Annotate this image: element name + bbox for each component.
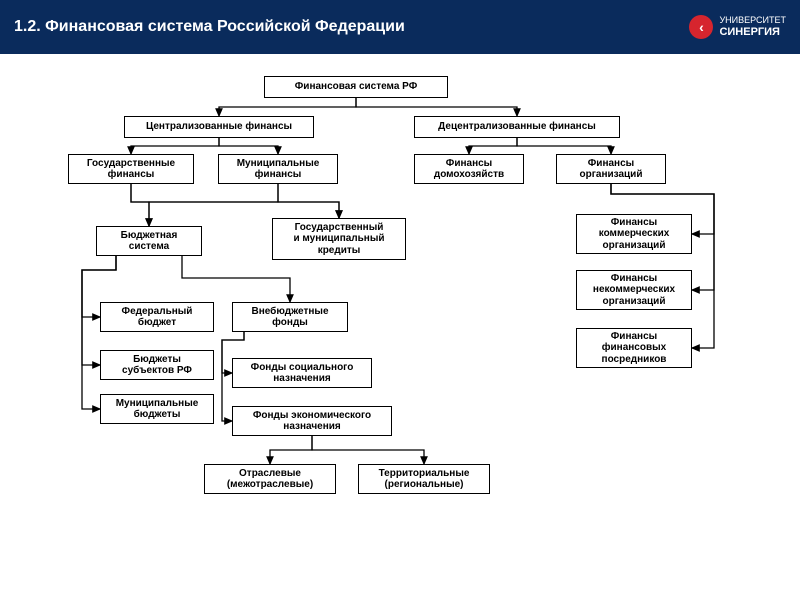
node-munbud: Муниципальныебюджеты (100, 394, 214, 424)
logo-line2: СИНЕРГИЯ (719, 26, 786, 38)
node-budsys: Бюджетнаясистема (96, 226, 202, 256)
node-domhoz: Финансыдомохозяйств (414, 154, 524, 184)
edge-gosfin-budsys (131, 184, 149, 226)
edge-feco-otr (270, 436, 312, 464)
edge-budsys-vnebud (182, 256, 290, 302)
node-otr: Отраслевые(межотраслевые) (204, 464, 336, 494)
org-chart-diagram: Финансовая система РФ Централизованные фи… (0, 54, 800, 600)
edge-gosfin-gmkred (131, 184, 339, 218)
node-gosfin: Государственныефинансы (68, 154, 194, 184)
slide-header: 1.2. Финансовая система Российской Федер… (0, 0, 800, 54)
edge-budsys-munbud (82, 256, 116, 409)
node-finnek: Финансынекоммерческихорганизаций (576, 270, 692, 310)
node-subbud: Бюджетысубъектов РФ (100, 350, 214, 380)
edge-root-decentr (356, 98, 517, 116)
node-decentr: Децентрализованные финансы (414, 116, 620, 138)
node-finorg: Финансыорганизаций (556, 154, 666, 184)
edge-centr-munfin (219, 138, 278, 154)
node-terr: Территориальные(региональные) (358, 464, 490, 494)
node-munfin: Муниципальныефинансы (218, 154, 338, 184)
edge-munfin-budsys (149, 184, 278, 226)
node-vnebud: Внебюджетныефонды (232, 302, 348, 332)
node-fedbud: Федеральныйбюджет (100, 302, 214, 332)
edge-decentr-finorg (517, 138, 611, 154)
edge-root-centr (219, 98, 356, 116)
edge-feco-terr (312, 436, 424, 464)
node-centr: Централизованные финансы (124, 116, 314, 138)
logo-glyph: ‹ (699, 19, 704, 35)
node-fsoc: Фонды социальногоназначения (232, 358, 372, 388)
node-feco: Фонды экономическогоназначения (232, 406, 392, 436)
edge-centr-gosfin (131, 138, 219, 154)
edge-decentr-domhoz (469, 138, 517, 154)
edge-finorg-finpos (611, 184, 714, 348)
node-gmkred: Государственныйи муниципальныйкредиты (272, 218, 406, 260)
edge-munfin-gmkred (278, 184, 339, 218)
slide-title: 1.2. Финансовая система Российской Федер… (14, 18, 405, 36)
logo-line1: УНИВЕРСИТЕТ (719, 16, 786, 26)
logo-badge-icon: ‹ (689, 15, 713, 39)
node-finkom: Финансыкоммерческихорганизаций (576, 214, 692, 254)
node-root: Финансовая система РФ (264, 76, 448, 98)
node-finpos: Финансыфинансовыхпосредников (576, 328, 692, 368)
logo: ‹ УНИВЕРСИТЕТ СИНЕРГИЯ (689, 15, 786, 39)
logo-text: УНИВЕРСИТЕТ СИНЕРГИЯ (719, 16, 786, 38)
